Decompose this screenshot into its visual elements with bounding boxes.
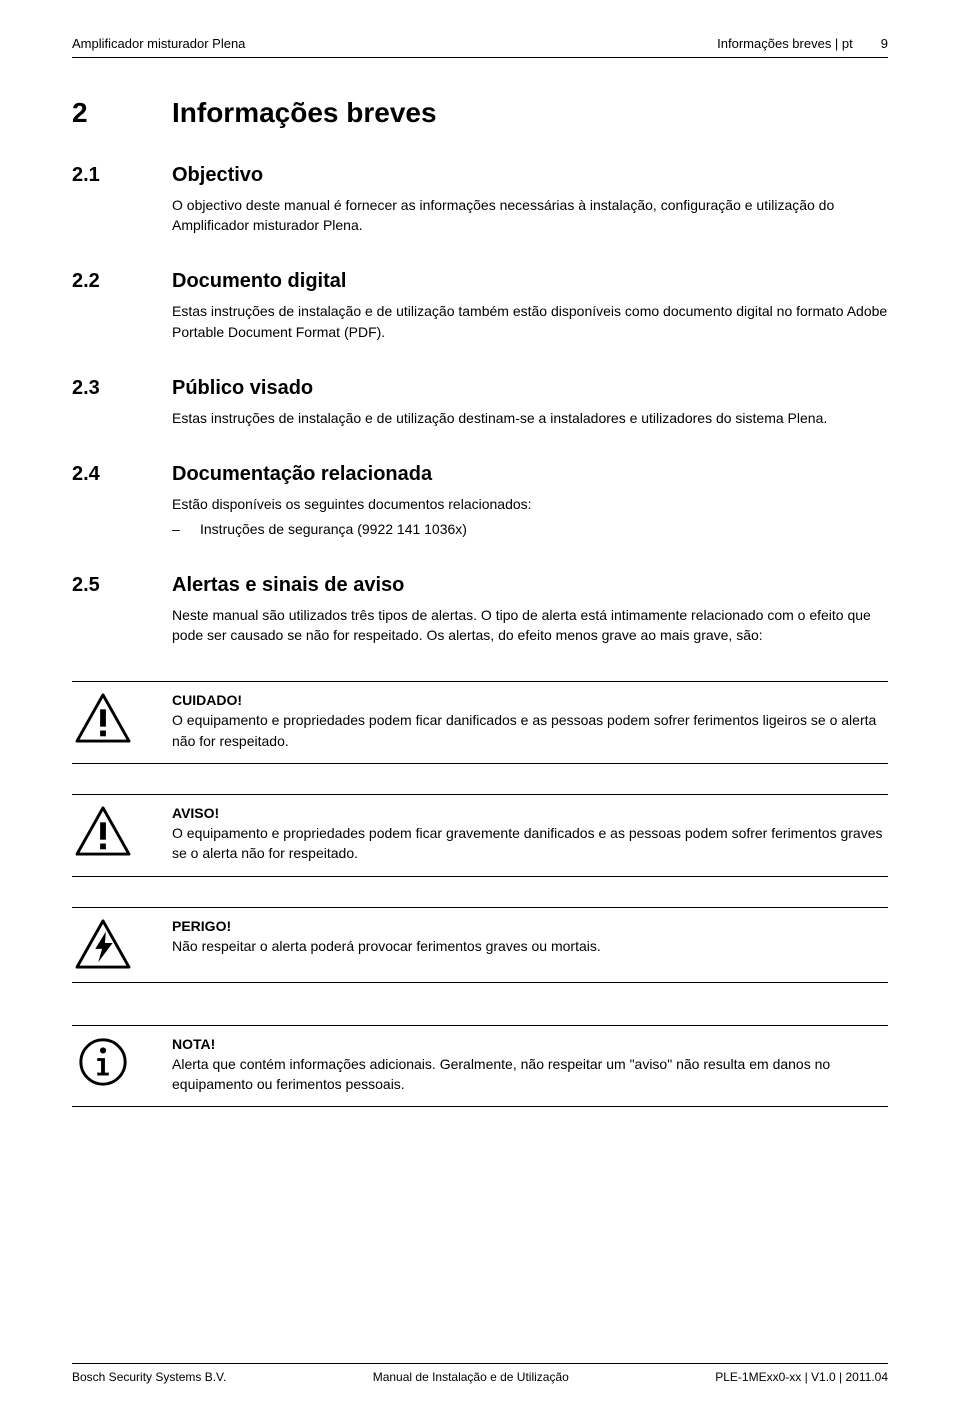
header-left: Amplificador misturador Plena: [72, 36, 245, 51]
footer-row: Bosch Security Systems B.V. Manual de In…: [72, 1370, 888, 1384]
alert-aviso: AVISO! O equipamento e propriedades pode…: [72, 794, 888, 877]
page-footer: Bosch Security Systems B.V. Manual de In…: [72, 1363, 888, 1384]
alert-perigo: PERIGO! Não respeitar o alerta poderá pr…: [72, 907, 888, 983]
section-2-3-num: 2.3: [72, 376, 172, 428]
footer-left: Bosch Security Systems B.V.: [72, 1370, 226, 1384]
section-2-num: 2: [72, 98, 172, 129]
header-rule: [72, 57, 888, 58]
alert-rule: [72, 1106, 888, 1107]
list-item-text: Instruções de segurança (9922 141 1036x): [200, 519, 467, 539]
alert-body: O equipamento e propriedades podem ficar…: [172, 710, 888, 751]
section-2-2: 2.2 Documento digital Estas instruções d…: [72, 269, 888, 342]
section-2-1-body: O objectivo deste manual é fornecer as i…: [172, 195, 888, 236]
warning-triangle-icon: [72, 805, 172, 857]
alert-rule: [72, 876, 888, 877]
section-2-3-body: Estas instruções de instalação e de util…: [172, 408, 888, 428]
danger-lightning-icon: [72, 918, 172, 970]
alert-body: Alerta que contém informações adicionais…: [172, 1054, 888, 1095]
footer-rule: [72, 1363, 888, 1364]
section-2-3-title: Público visado: [172, 376, 888, 400]
info-circle-icon: [72, 1036, 172, 1088]
section-2-4: 2.4 Documentação relacionada Estão dispo…: [72, 462, 888, 539]
page: Amplificador misturador Plena Informaçõe…: [0, 0, 960, 1418]
footer-right: PLE-1MExx0-xx | V1.0 | 2011.04: [715, 1370, 888, 1384]
section-2-2-num: 2.2: [72, 269, 172, 342]
alert-title: NOTA!: [172, 1036, 888, 1052]
section-2-1-num: 2.1: [72, 163, 172, 236]
footer-center: Manual de Instalação e de Utilização: [373, 1370, 569, 1384]
section-2-3: 2.3 Público visado Estas instruções de i…: [72, 376, 888, 428]
section-2-5-body: Neste manual são utilizados três tipos d…: [172, 605, 888, 646]
alert-rule: [72, 982, 888, 983]
section-2-4-list: – Instruções de segurança (9922 141 1036…: [172, 519, 888, 539]
section-2-5-num: 2.5: [72, 573, 172, 646]
alert-body: O equipamento e propriedades podem ficar…: [172, 823, 888, 864]
section-2-5: 2.5 Alertas e sinais de aviso Neste manu…: [72, 573, 888, 646]
alert-body: Não respeitar o alerta poderá provocar f…: [172, 936, 888, 956]
header-right-page: 9: [881, 36, 888, 51]
alert-row: PERIGO! Não respeitar o alerta poderá pr…: [72, 908, 888, 982]
list-item: – Instruções de segurança (9922 141 1036…: [172, 519, 888, 539]
section-2-2-title: Documento digital: [172, 269, 888, 293]
alert-title: CUIDADO!: [172, 692, 888, 708]
alert-title: AVISO!: [172, 805, 888, 821]
page-header: Amplificador misturador Plena Informaçõe…: [72, 36, 888, 51]
header-right-title: Informações breves | pt: [717, 36, 853, 51]
section-2-title: Informações breves: [172, 98, 888, 129]
alert-cuidado: CUIDADO! O equipamento e propriedades po…: [72, 681, 888, 764]
header-right: Informações breves | pt 9: [717, 36, 888, 51]
alert-rule: [72, 763, 888, 764]
warning-triangle-icon: [72, 692, 172, 744]
list-dash: –: [172, 519, 200, 539]
alert-title: PERIGO!: [172, 918, 888, 934]
alert-nota: NOTA! Alerta que contém informações adic…: [72, 1025, 888, 1108]
section-2-5-title: Alertas e sinais de aviso: [172, 573, 888, 597]
section-2-2-body: Estas instruções de instalação e de util…: [172, 301, 888, 342]
section-2: 2 Informações breves: [72, 98, 888, 129]
section-2-4-title: Documentação relacionada: [172, 462, 888, 486]
section-2-1-title: Objectivo: [172, 163, 888, 187]
alert-row: CUIDADO! O equipamento e propriedades po…: [72, 682, 888, 763]
alert-row: AVISO! O equipamento e propriedades pode…: [72, 795, 888, 876]
section-2-4-body: Estão disponíveis os seguintes documento…: [172, 494, 888, 514]
section-2-4-num: 2.4: [72, 462, 172, 539]
alert-row: NOTA! Alerta que contém informações adic…: [72, 1026, 888, 1107]
section-2-1: 2.1 Objectivo O objectivo deste manual é…: [72, 163, 888, 236]
